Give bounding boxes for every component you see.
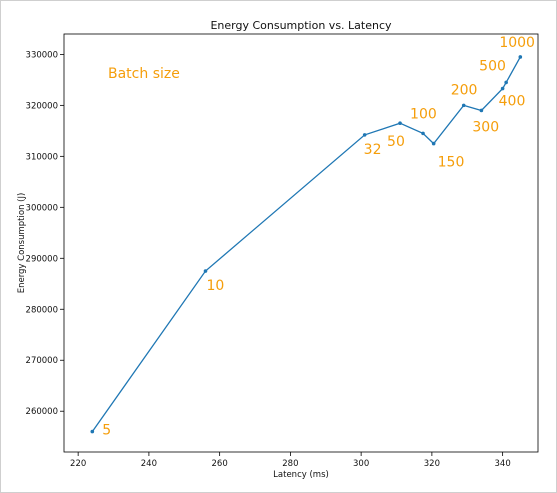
data-point [500, 86, 505, 91]
x-axis-label: Latency (ms) [273, 470, 329, 480]
data-label: 50 [387, 134, 405, 150]
x-tick-label: 340 [495, 459, 511, 469]
data-label: 10 [206, 278, 224, 294]
data-label: 200 [451, 82, 478, 98]
data-label: 5 [102, 423, 111, 439]
y-tick-label: 260000 [26, 407, 58, 417]
y-tick-label: 320000 [26, 101, 58, 111]
x-tick-label: 220 [70, 459, 86, 469]
data-label: 500 [479, 58, 506, 74]
x-tick-label: 260 [212, 459, 228, 469]
x-axis: 220 240 260 280 300 320 340 [70, 452, 511, 469]
data-point [362, 133, 367, 137]
data-label: 150 [438, 155, 465, 171]
plot-area [63, 33, 539, 453]
data-point [504, 80, 508, 85]
x-tick-label: 320 [424, 459, 440, 469]
data-point [479, 108, 484, 113]
data-point [421, 131, 425, 136]
data-label: 400 [499, 94, 526, 110]
chart-title: Energy Consumption vs. Latency [210, 19, 392, 32]
y-axis: 260000 270000 280000 290000 300000 310000 3200… [26, 50, 64, 417]
data-point [90, 429, 95, 434]
series-line [90, 55, 523, 434]
x-tick-label: 280 [282, 459, 298, 469]
x-tick-label: 240 [141, 459, 157, 469]
y-tick-label: 280000 [26, 305, 58, 315]
y-tick-label: 270000 [26, 356, 58, 366]
y-tick-label: 330000 [26, 50, 58, 60]
data-label: 32 [364, 142, 382, 158]
data-label: 100 [410, 106, 437, 122]
batch-size-legend: Batch size [108, 66, 180, 82]
data-label: 1000 [499, 35, 535, 51]
data-point [431, 141, 436, 146]
x-tick-label: 300 [353, 459, 369, 469]
data-point [398, 121, 402, 126]
data-point [461, 103, 466, 108]
data-point [518, 55, 523, 59]
y-tick-label: 300000 [26, 203, 58, 213]
data-label: 300 [472, 119, 499, 135]
y-axis-label: Energy Consumption (J) [17, 193, 27, 294]
y-tick-label: 290000 [26, 254, 58, 264]
data-point [203, 269, 208, 273]
series-line-path [91, 56, 521, 432]
y-tick-label: 310000 [26, 152, 58, 162]
